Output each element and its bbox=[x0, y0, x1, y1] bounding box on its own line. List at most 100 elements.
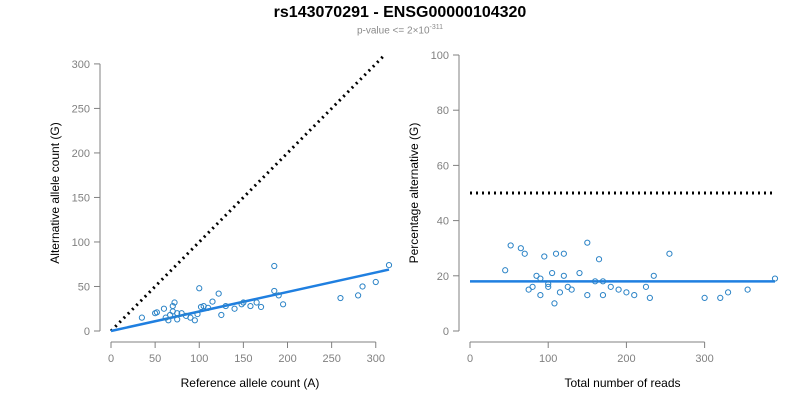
data-point bbox=[279, 301, 287, 308]
data-point bbox=[502, 267, 509, 274]
data-point bbox=[271, 287, 278, 295]
y-tick-label: 100 bbox=[72, 237, 90, 249]
data-point bbox=[545, 280, 552, 288]
data-point bbox=[204, 304, 212, 311]
data-point bbox=[231, 305, 238, 312]
data-point bbox=[545, 283, 552, 290]
data-point bbox=[238, 301, 245, 308]
data-point bbox=[174, 310, 181, 317]
x-tick-label: 300 bbox=[367, 353, 385, 365]
data-point bbox=[551, 300, 558, 307]
data-point bbox=[724, 289, 732, 296]
data-point bbox=[701, 294, 708, 301]
data-point bbox=[165, 317, 172, 324]
data-point bbox=[666, 250, 673, 257]
x-tick-label: 200 bbox=[278, 353, 296, 365]
data-point bbox=[650, 272, 657, 279]
data-point bbox=[275, 292, 282, 299]
data-point bbox=[359, 283, 366, 290]
allele-count-panel: 0 50 100 150 200 250 300 0 50 100 150 200 250 300 Refe… bbox=[48, 53, 393, 390]
y-tick-label: 20 bbox=[437, 271, 449, 283]
data-point bbox=[646, 294, 653, 301]
reference-line bbox=[109, 53, 386, 333]
data-point bbox=[771, 275, 779, 282]
data-point bbox=[218, 311, 225, 319]
chart-subtitle: p-value <= 2×10-311 bbox=[0, 24, 800, 36]
data-point bbox=[253, 299, 260, 306]
data-point bbox=[642, 283, 650, 290]
y-axis-title: Percentage alternative (G) bbox=[407, 123, 421, 264]
y-tick-label: 50 bbox=[78, 281, 90, 293]
data-point bbox=[631, 292, 638, 299]
data-point bbox=[171, 299, 178, 306]
p-value-label: p-value <= 2×10 bbox=[356, 25, 430, 37]
data-point bbox=[222, 302, 229, 310]
data-point bbox=[552, 250, 560, 257]
data-point bbox=[568, 286, 575, 293]
x-tick-label: 200 bbox=[617, 353, 635, 365]
data-point bbox=[717, 294, 724, 301]
data-point bbox=[257, 303, 265, 311]
y-tick-label: 200 bbox=[72, 148, 90, 160]
chart-title: rs143070291 - ENSG00000104320 bbox=[273, 4, 527, 21]
data-point bbox=[240, 299, 247, 306]
percentage-panel: 0 100 200 300 0 20 40 60 80 100 Total number of re… bbox=[407, 50, 779, 390]
y-tick-label: 250 bbox=[72, 103, 90, 115]
data-point bbox=[607, 283, 614, 290]
data-point bbox=[560, 250, 567, 257]
data-point bbox=[584, 292, 591, 299]
data-point bbox=[337, 294, 344, 302]
data-point bbox=[196, 285, 203, 292]
data-point bbox=[744, 286, 751, 293]
p-value-exponent: -311 bbox=[429, 24, 444, 31]
y-tick-label: 150 bbox=[72, 192, 90, 204]
data-point bbox=[576, 269, 583, 277]
x-tick-label: 100 bbox=[539, 353, 557, 365]
data-point bbox=[623, 289, 630, 296]
data-point bbox=[178, 310, 185, 317]
data-point bbox=[215, 290, 222, 297]
data-point bbox=[372, 278, 379, 286]
data-point bbox=[153, 309, 160, 316]
data-point bbox=[507, 242, 514, 249]
data-point bbox=[599, 278, 607, 285]
y-tick-label: 300 bbox=[72, 59, 90, 71]
data-point bbox=[187, 314, 194, 321]
data-point bbox=[160, 305, 168, 312]
x-tick-label: 250 bbox=[322, 353, 340, 365]
data-point bbox=[197, 303, 205, 311]
y-tick-label: 60 bbox=[437, 160, 449, 172]
y-axis-title: Alternative allele count (G) bbox=[48, 122, 62, 263]
x-tick-label: 300 bbox=[695, 353, 713, 365]
data-point bbox=[560, 272, 567, 279]
data-point bbox=[355, 292, 362, 299]
data-point bbox=[595, 256, 603, 263]
x-tick-label: 150 bbox=[234, 353, 252, 365]
x-tick-label: 0 bbox=[467, 353, 473, 365]
y-tick-label: 0 bbox=[443, 326, 449, 338]
data-point bbox=[174, 316, 181, 323]
data-point bbox=[541, 253, 548, 260]
data-point bbox=[209, 298, 216, 305]
x-axis-title: Total number of reads bbox=[564, 376, 680, 390]
data-point bbox=[592, 278, 599, 285]
data-point bbox=[385, 262, 393, 269]
data-point bbox=[529, 283, 536, 290]
y-tick-label: 0 bbox=[84, 326, 90, 338]
data-point bbox=[271, 262, 278, 270]
data-point bbox=[615, 286, 622, 293]
data-point bbox=[549, 269, 556, 277]
data-point bbox=[517, 245, 524, 252]
data-point bbox=[537, 292, 544, 299]
data-point bbox=[584, 239, 591, 246]
y-tick-label: 100 bbox=[431, 50, 449, 62]
fit-line bbox=[110, 268, 390, 333]
x-tick-label: 100 bbox=[190, 353, 208, 365]
data-point bbox=[537, 275, 544, 282]
data-point bbox=[521, 250, 528, 257]
data-point bbox=[556, 289, 564, 296]
data-point bbox=[138, 314, 145, 321]
x-axis-title: Reference allele count (A) bbox=[181, 376, 320, 390]
data-point bbox=[247, 302, 254, 310]
data-point bbox=[191, 317, 198, 324]
